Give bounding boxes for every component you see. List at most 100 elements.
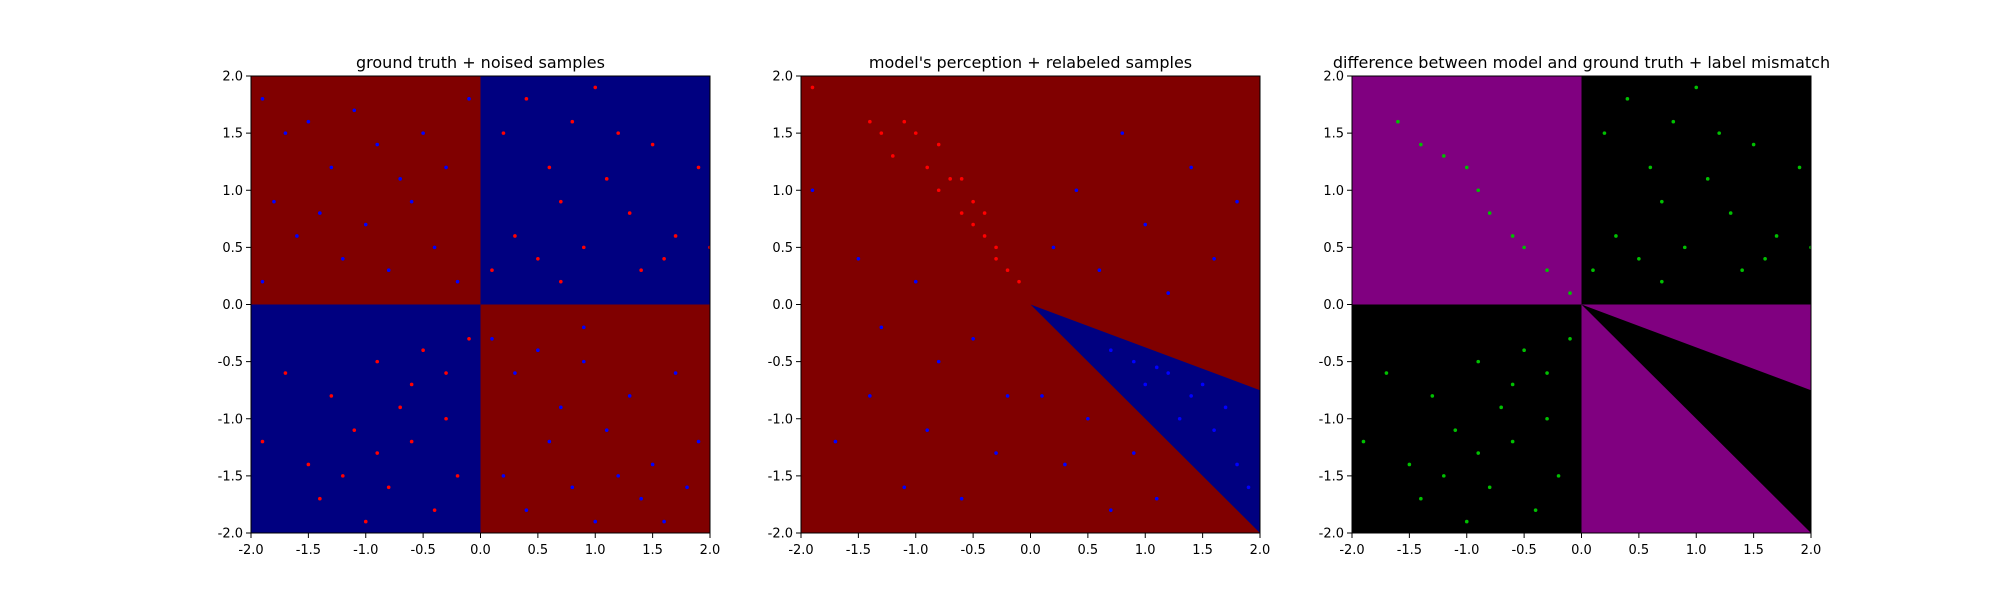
y-tick-label: -0.5 [768, 355, 793, 370]
data-point [1074, 188, 1079, 193]
data-point [833, 439, 838, 444]
data-point [925, 165, 930, 170]
data-point [432, 245, 437, 250]
y-tick-label: 0.0 [222, 298, 243, 313]
data-point [1625, 97, 1630, 101]
data-point [1166, 291, 1170, 295]
data-point [810, 188, 815, 193]
data-point [1487, 485, 1492, 490]
data-point [1143, 222, 1148, 227]
data-point [432, 508, 437, 512]
data-point [650, 462, 655, 467]
data-point [1568, 336, 1572, 341]
data-point [1235, 199, 1239, 204]
data-point [559, 405, 563, 410]
data-point [1143, 382, 1148, 387]
data-point [639, 496, 643, 501]
x-tick-label: 1.0 [1686, 543, 1707, 558]
decision-wedge [1030, 304, 1260, 533]
background-region [251, 304, 481, 533]
data-point [409, 382, 414, 387]
y-tick-label: 2.0 [222, 70, 243, 85]
data-point [696, 439, 701, 444]
data-point [971, 336, 975, 341]
data-point [1476, 359, 1481, 364]
data-point [1510, 382, 1515, 387]
y-tick-label: -1.5 [218, 469, 243, 484]
data-point [260, 279, 265, 284]
data-point [1223, 405, 1228, 410]
data-point [1442, 154, 1446, 158]
data-point [1419, 496, 1423, 501]
data-point [1005, 268, 1010, 273]
x-tick-label: -0.5 [960, 543, 985, 558]
data-point [982, 234, 987, 238]
y-tick-label: -2.0 [768, 527, 793, 542]
data-point [318, 496, 322, 501]
x-tick-label: 2.0 [1250, 543, 1271, 558]
data-point [467, 97, 471, 101]
data-point [260, 439, 265, 444]
data-point [1476, 451, 1481, 455]
data-point [971, 222, 975, 227]
data-point [318, 211, 322, 215]
data-point [1660, 279, 1664, 284]
data-point [662, 257, 666, 261]
data-point [1097, 268, 1102, 273]
data-point [1591, 268, 1595, 273]
plot-area [251, 76, 710, 533]
background-region [1581, 76, 1811, 305]
data-point [501, 474, 506, 478]
data-point [627, 394, 632, 398]
data-point [994, 245, 998, 250]
data-point [1763, 257, 1767, 261]
data-point [283, 131, 288, 135]
chart-panel-1: -2.0 -1.5 -1.0 -0.5 0.0 0.5 1.0 1.5 2.0 -2.0 -1.5 -… [218, 53, 721, 558]
data-point [1728, 211, 1733, 215]
data-point [1637, 257, 1641, 261]
data-point [1660, 199, 1664, 204]
data-point [959, 211, 964, 215]
y-tick-label: -1.5 [768, 469, 793, 484]
data-point [1442, 474, 1446, 478]
x-tick-label: -1.5 [846, 543, 871, 558]
data-point [1499, 405, 1503, 410]
y-tick-label: -0.5 [218, 355, 243, 370]
data-point [306, 119, 311, 124]
x-tick-label: 1.0 [585, 543, 606, 558]
x-tick-label: -2.0 [788, 543, 813, 558]
data-point [329, 394, 334, 398]
data-point [994, 451, 998, 455]
data-point [283, 371, 288, 375]
data-point [1568, 291, 1572, 295]
y-tick-label: 2.0 [772, 70, 793, 85]
data-point [1556, 474, 1561, 478]
data-point [490, 336, 494, 341]
data-point [902, 119, 907, 124]
x-tick-label: 0.0 [1020, 543, 1041, 558]
data-point [524, 97, 529, 101]
data-point [421, 131, 425, 135]
x-tick-label: -1.0 [353, 543, 378, 558]
data-point [536, 257, 540, 261]
y-tick-label: 1.0 [772, 184, 793, 199]
data-point [696, 165, 701, 170]
data-point [341, 257, 345, 261]
x-tick-label: -0.5 [1511, 543, 1536, 558]
data-point [982, 211, 987, 215]
data-point [1419, 142, 1423, 147]
y-tick-label: -1.5 [1319, 469, 1344, 484]
y-tick-label: -1.0 [1319, 412, 1344, 427]
data-point [1717, 131, 1721, 135]
data-point [467, 336, 471, 341]
data-point [398, 177, 402, 181]
data-point [559, 279, 563, 284]
x-tick-label: -2.0 [1339, 543, 1364, 558]
data-point [1120, 131, 1125, 135]
data-point [386, 268, 391, 273]
data-point [444, 165, 448, 170]
data-point [329, 165, 334, 170]
data-point [662, 519, 666, 524]
data-point [1430, 394, 1435, 398]
